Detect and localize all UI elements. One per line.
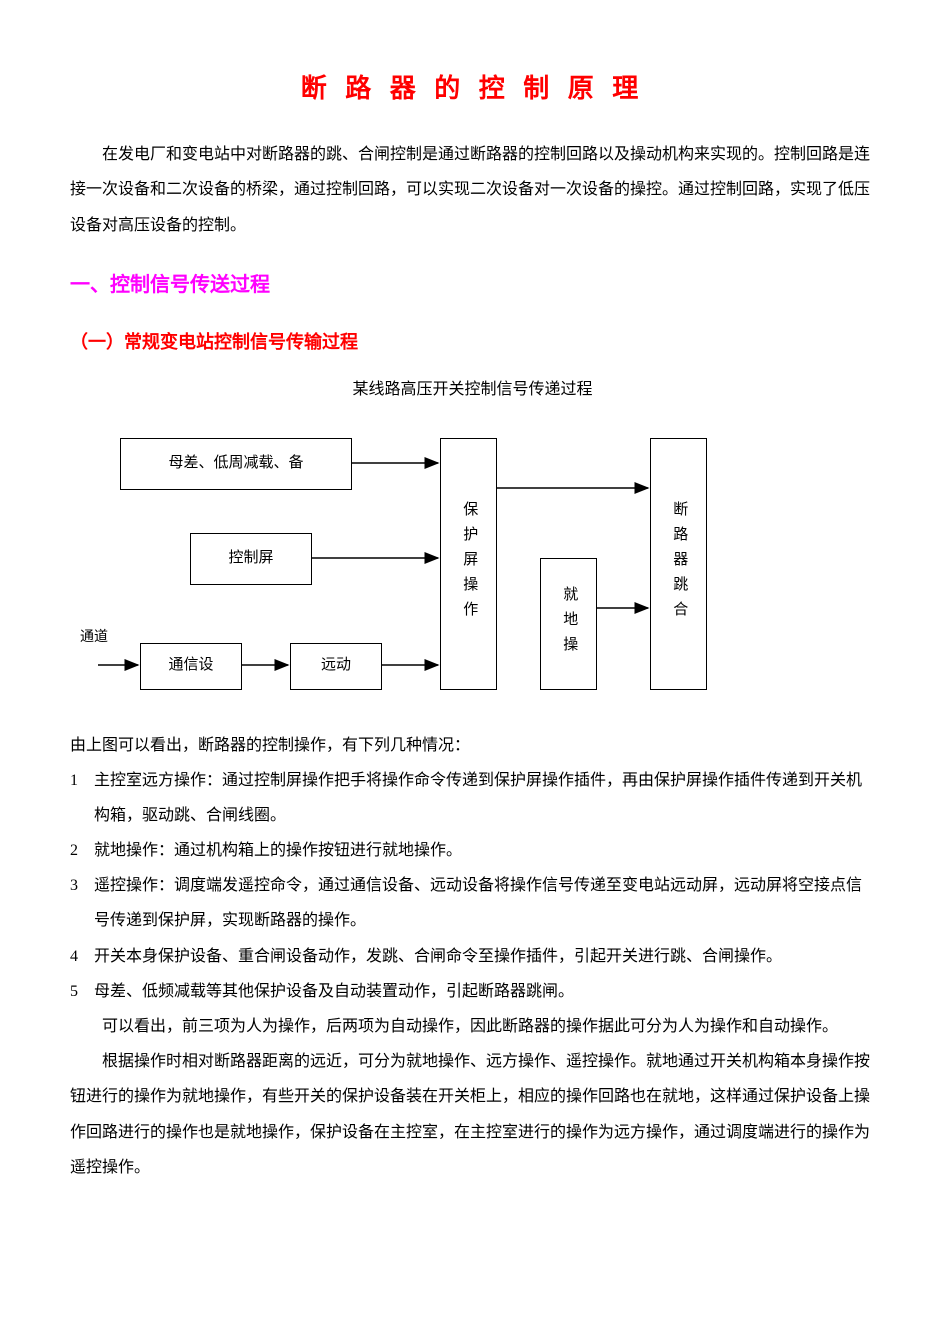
diagram-box-comm: 通信设 — [140, 643, 242, 690]
diagram-box-protection-label: 母差、低周减载、备 — [168, 454, 303, 474]
list-item: 1 主控室远方操作：通过控制屏操作把手将操作命令传递到保护屏操作插件，再由保护屏… — [70, 763, 875, 833]
list-number: 2 — [70, 833, 94, 868]
diagram-box-protection-panel-label: 保护屏操作 — [459, 501, 479, 626]
figure-caption: 某线路高压开关控制信号传递过程 — [70, 372, 875, 407]
list-text: 开关本身保护设备、重合闸设备动作，发跳、合闸命令至操作插件，引起开关进行跳、合闸… — [94, 939, 875, 974]
section-1-heading: 一、控制信号传送过程 — [70, 263, 875, 307]
diagram-box-control-panel: 控制屏 — [190, 533, 312, 585]
diagram-box-comm-label: 通信设 — [168, 656, 213, 676]
document-title: 断 路 器 的 控 制 原 理 — [70, 60, 875, 117]
list-text: 主控室远方操作：通过控制屏操作把手将操作命令传递到保护屏操作插件，再由保护屏操作… — [94, 763, 875, 833]
diagram-box-protection: 母差、低周减载、备 — [120, 438, 352, 490]
diagram-box-local-label: 就地操 — [559, 586, 579, 661]
paragraph-after-list-2: 根据操作时相对断路器距离的远近，可分为就地操作、远方操作、遥控操作。就地通过开关… — [70, 1044, 875, 1185]
list-number: 4 — [70, 939, 94, 974]
diagram-box-remote: 远动 — [290, 643, 382, 690]
list-item: 3 遥控操作：调度端发遥控命令，通过通信设备、远动设备将操作信号传递至变电站远动… — [70, 868, 875, 938]
section-1-1-heading: （一）常规变电站控制信号传输过程 — [70, 323, 875, 363]
list-number: 1 — [70, 763, 94, 833]
list-text: 就地操作：通过机构箱上的操作按钮进行就地操作。 — [94, 833, 875, 868]
intro-paragraph: 在发电厂和变电站中对断路器的跳、合闸控制是通过断路器的控制回路以及操动机构来实现… — [70, 137, 875, 243]
diagram-label-channel: 通道 — [80, 623, 108, 654]
paragraph-after-list-1: 可以看出，前三项为人为操作，后两项为自动操作，因此断路器的操作据此可分为人为操作… — [70, 1009, 875, 1044]
list-number: 3 — [70, 868, 94, 938]
list-text: 母差、低频减载等其他保护设备及自动装置动作，引起断路器跳闸。 — [94, 974, 875, 1009]
numbered-list: 1 主控室远方操作：通过控制屏操作把手将操作命令传递到保护屏操作插件，再由保护屏… — [70, 763, 875, 1009]
diagram-box-remote-label: 远动 — [321, 656, 351, 676]
list-item: 2 就地操作：通过机构箱上的操作按钮进行就地操作。 — [70, 833, 875, 868]
flow-diagram: 母差、低周减载、备 控制屏 通信设 远动 保护屏操作 就地操 断路器跳合 通道 — [80, 428, 800, 708]
diagram-box-breaker: 断路器跳合 — [650, 438, 707, 690]
list-text: 遥控操作：调度端发遥控命令，通过通信设备、远动设备将操作信号传递至变电站远动屏，… — [94, 868, 875, 938]
diagram-box-breaker-label: 断路器跳合 — [669, 501, 689, 626]
list-number: 5 — [70, 974, 94, 1009]
text-after-figure: 由上图可以看出，断路器的控制操作，有下列几种情况： — [70, 728, 875, 763]
diagram-box-control-panel-label: 控制屏 — [228, 549, 273, 569]
diagram-box-local: 就地操 — [540, 558, 597, 690]
diagram-box-protection-panel: 保护屏操作 — [440, 438, 497, 690]
list-item: 5 母差、低频减载等其他保护设备及自动装置动作，引起断路器跳闸。 — [70, 974, 875, 1009]
list-item: 4 开关本身保护设备、重合闸设备动作，发跳、合闸命令至操作插件，引起开关进行跳、… — [70, 939, 875, 974]
